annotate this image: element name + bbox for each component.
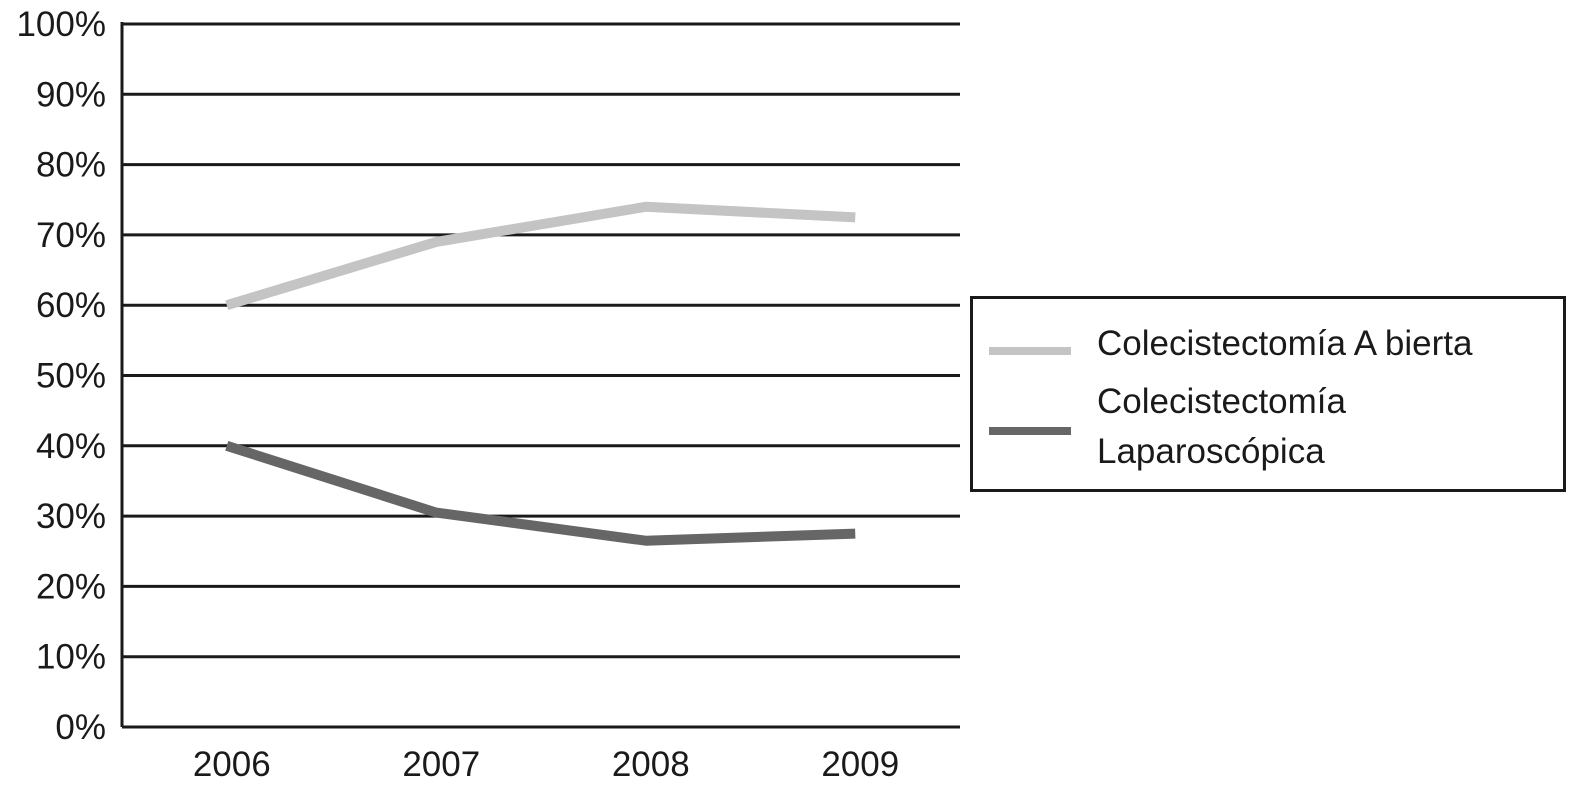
y-tick-label-0: 0%: [55, 708, 106, 747]
x-tick-label-2007: 2007: [402, 745, 480, 784]
axes: [120, 22, 960, 729]
x-tick-labels: 2006 2007 2008 2009: [193, 745, 899, 784]
y-tick-label-50: 50%: [36, 357, 106, 396]
y-tick-label-30: 30%: [36, 497, 106, 536]
y-tick-label-40: 40%: [36, 427, 106, 466]
gridlines: [122, 22, 960, 659]
legend-swatch-laparoscopica: [989, 427, 1071, 435]
series-line-1: [225, 441, 856, 546]
x-tick-label-2006: 2006: [193, 745, 271, 784]
legend-label-abierta: Colecistectomía A bierta: [1097, 324, 1473, 363]
x-tick-label-2009: 2009: [821, 745, 899, 784]
legend-label-laparoscopica: Colecistectomía Laparoscópica: [1097, 382, 1346, 471]
y-tick-label-10: 10%: [36, 638, 106, 677]
series-0: [225, 201, 856, 310]
y-tick-label-70: 70%: [36, 216, 106, 255]
y-tick-labels: 0% 10% 20% 30% 40% 50% 60% 70% 80% 90% 100%: [16, 5, 106, 747]
legend-swatch-abierta: [989, 347, 1071, 355]
y-tick-label-100: 100%: [16, 5, 106, 44]
series-line-0: [225, 201, 856, 310]
y-tick-label-80: 80%: [36, 146, 106, 185]
series-1: [225, 441, 856, 546]
x-tick-label-2008: 2008: [612, 745, 690, 784]
y-tick-label-20: 20%: [36, 567, 106, 606]
legend: Colecistectomía A bierta Colecistectomía…: [970, 296, 1566, 492]
y-tick-label-60: 60%: [36, 286, 106, 325]
y-tick-label-90: 90%: [36, 75, 106, 114]
data-series: [225, 201, 856, 546]
